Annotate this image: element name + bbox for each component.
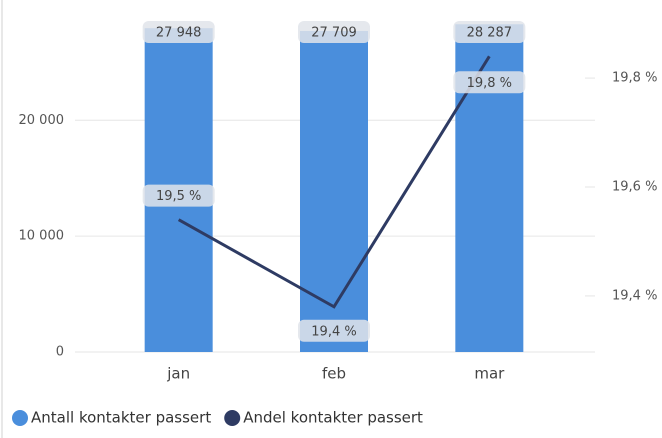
y2-tick-label: 19,4 % xyxy=(612,288,657,303)
x-tick-label: mar xyxy=(474,365,505,383)
y-tick-label: 0 xyxy=(56,345,64,360)
legend-marker xyxy=(224,410,241,426)
x-tick-label: feb xyxy=(322,365,346,383)
line-value-label: 19,4 % xyxy=(311,324,356,339)
line xyxy=(177,55,491,309)
y-tick-label: 10 000 xyxy=(19,229,65,244)
line-value-label-bg xyxy=(298,319,370,342)
legend-label: Antall kontakter passert xyxy=(31,409,211,427)
legend-label: Andel kontakter passert xyxy=(243,409,423,427)
bar-value-label-bg xyxy=(298,21,370,43)
bar-value-label-bg xyxy=(142,21,215,43)
y2-tick-label: 19,8 % xyxy=(612,71,657,86)
bar-value-label-bg xyxy=(453,21,526,43)
line-value-label-bg xyxy=(142,184,215,207)
bar-value-label: 27 948 xyxy=(156,26,202,41)
line-value-label-bg xyxy=(453,71,526,94)
bar-value-label: 28 287 xyxy=(467,26,513,41)
line-value-label: 19,8 % xyxy=(467,76,512,91)
y-tick-label: 20 000 xyxy=(19,113,65,128)
bar xyxy=(300,30,368,352)
legend-marker xyxy=(12,410,28,426)
y2-tick-label: 19,6 % xyxy=(612,179,657,194)
line-value-label: 19,5 % xyxy=(156,189,201,204)
bar-value-label: 27 709 xyxy=(311,26,357,41)
x-tick-label: jan xyxy=(166,365,190,383)
